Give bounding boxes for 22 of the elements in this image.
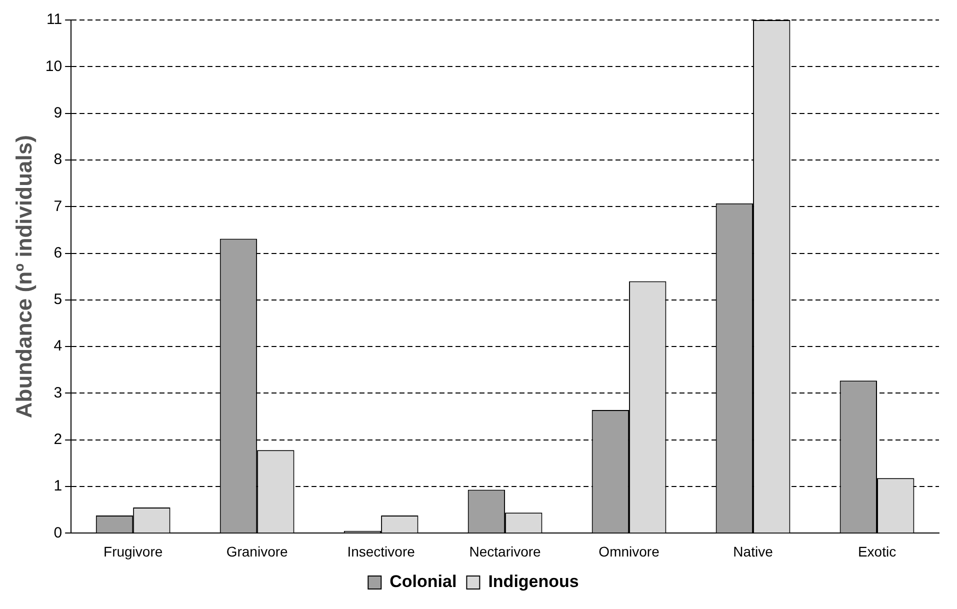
x-tick-label: Omnivore [598,543,660,560]
y-tick-label: 0 [54,524,62,542]
y-tick-label: 1 [54,478,62,495]
y-tick-label: 4 [54,338,62,355]
y-tick-label: 10 [45,58,62,75]
y-tick-label: 2 [54,431,62,448]
y-axis-title: Abundance (nº individuals) [11,135,36,418]
y-tick-label: 5 [54,291,62,308]
y-tick-label: 8 [54,151,62,168]
y-tick-label: 6 [54,244,62,262]
y-tick-label: 7 [54,198,62,215]
y-tick-label: 9 [54,104,62,122]
x-tick-label: Native [733,543,774,560]
legend-label: Indigenous [488,572,579,592]
x-tick-label: Granivore [226,543,288,560]
x-tick-label: Nectarivore [469,543,542,560]
x-tick-label: Exotic [858,543,896,560]
x-tick-label: Frugivore [104,543,163,560]
x-tick-label: Insectivore [347,543,416,560]
legend-label: Colonial [390,572,457,592]
y-tick-label: 11 [46,11,62,28]
y-tick-label: 3 [54,384,62,402]
